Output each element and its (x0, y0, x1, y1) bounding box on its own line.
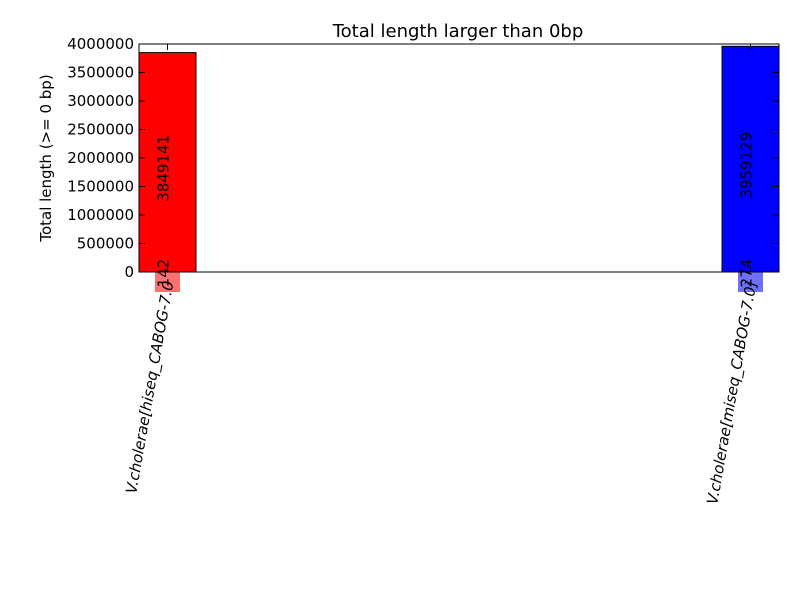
bar-main (138, 52, 197, 273)
y-tick-label: 500000 (77, 235, 134, 253)
y-axis-label: Total length (>= 0 bp) (37, 74, 55, 242)
ticks-layer (139, 43, 779, 273)
y-tick-label: 0 (124, 263, 134, 281)
secondary-value-label: 142 (155, 259, 173, 288)
y-tick-label: 1000000 (67, 206, 134, 224)
y-tick-label: 2500000 (67, 121, 134, 139)
chart-title: Total length larger than 0bp (332, 21, 584, 42)
bars-layer (138, 45, 780, 292)
bar-secondary (155, 272, 180, 292)
y-tick-label: 1500000 (67, 178, 134, 196)
y-tick-label: 2000000 (67, 149, 134, 167)
y-tick-label: 4000000 (67, 35, 134, 53)
bar-value-label: 3849141 (155, 135, 173, 202)
y-tick-label: 3500000 (67, 64, 134, 82)
y-tick-label: 3000000 (67, 92, 134, 110)
bar-value-label: 3959129 (738, 132, 756, 199)
bar-secondary (738, 272, 763, 292)
secondary-value-label: 274 (738, 259, 756, 288)
